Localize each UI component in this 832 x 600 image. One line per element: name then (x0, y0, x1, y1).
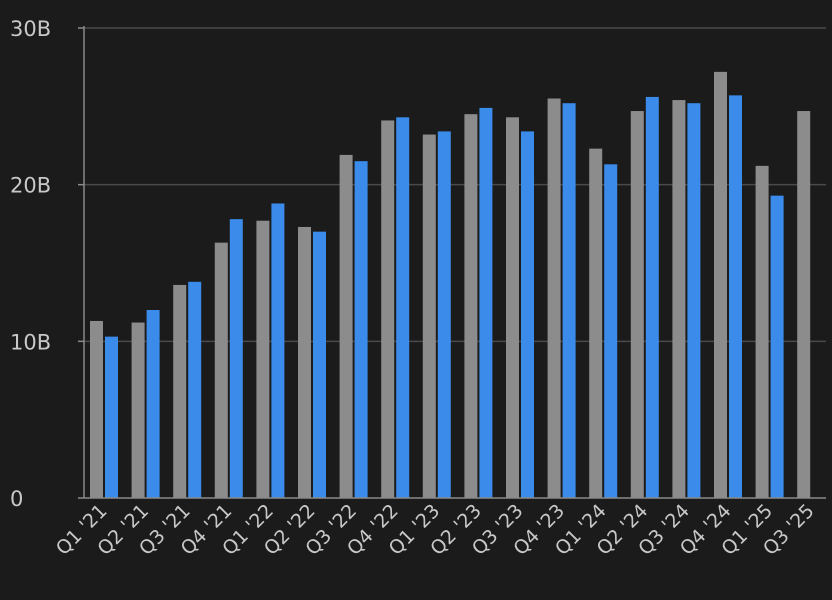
bar-series-2 (604, 164, 618, 499)
gridlines (84, 27, 826, 343)
bar-series-1 (714, 71, 727, 498)
axes (83, 26, 826, 499)
bar-series-2 (396, 117, 410, 499)
bar-series-1 (214, 242, 228, 498)
bar-series-2 (479, 107, 493, 499)
bar-series-1 (589, 148, 603, 498)
bar-series-2 (437, 131, 451, 498)
bar-series-1 (464, 114, 478, 499)
bar-series-1 (173, 284, 187, 498)
bar-series-1 (90, 320, 103, 498)
y-tick-label: 30B (10, 17, 51, 41)
bar-series-2 (729, 95, 742, 498)
bar-series-2 (687, 103, 701, 498)
bar-series-1 (339, 154, 353, 498)
bar-series-2 (562, 103, 576, 498)
bar-series-1 (256, 220, 270, 498)
bar-series-1 (131, 322, 145, 498)
bar-series-2 (313, 231, 326, 498)
bar-series-2 (146, 310, 160, 498)
bar-series-1 (672, 100, 686, 499)
bars (90, 71, 811, 499)
bar-series-2 (105, 336, 118, 498)
bar-series-2 (770, 195, 784, 498)
bar-series-1 (547, 98, 561, 498)
bar-series-1 (422, 134, 436, 499)
bar-series-1 (630, 111, 644, 499)
bar-series-1 (298, 226, 311, 498)
y-tick-label: 20B (10, 174, 51, 198)
bar-series-2 (645, 96, 659, 498)
y-tick-label: 10B (10, 330, 51, 354)
bar-series-1 (381, 120, 395, 498)
bar-series-2 (271, 203, 285, 498)
bar-series-2 (229, 219, 243, 498)
bar-series-1 (755, 165, 769, 498)
bar-series-2 (521, 131, 534, 498)
bar-series-1 (797, 111, 811, 499)
y-axis-ticks: 0 10B 20B 30B (10, 17, 84, 511)
bar-series-1 (506, 117, 519, 499)
y-tick-label: 0 (10, 487, 23, 511)
bar-series-2 (188, 281, 202, 498)
bar-series-2 (354, 161, 368, 498)
